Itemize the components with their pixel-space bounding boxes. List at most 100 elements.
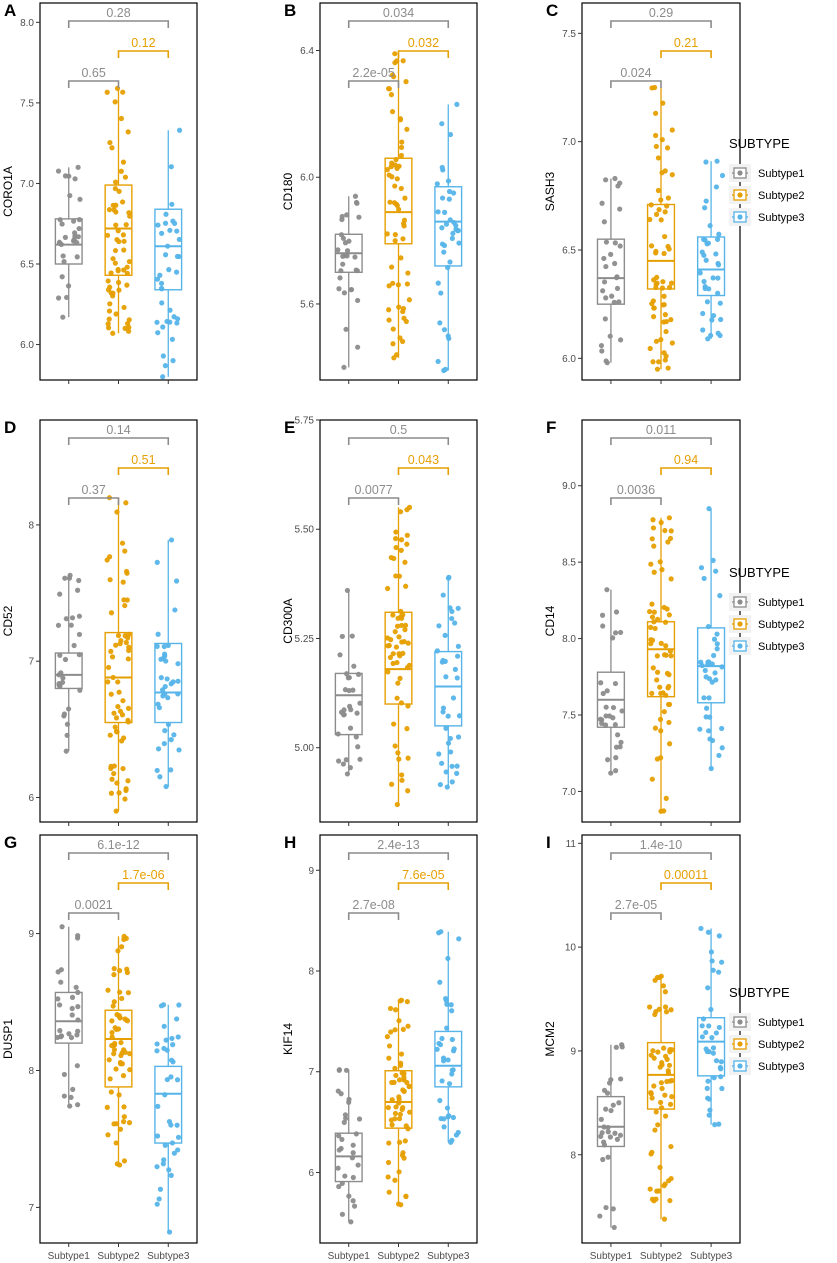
data-point: [447, 131, 454, 138]
data-point: [706, 695, 712, 701]
data-point: [113, 1066, 119, 1072]
data-point: [161, 1157, 167, 1163]
data-point: [154, 559, 160, 565]
data-point: [439, 760, 445, 766]
data-point: [613, 744, 620, 750]
data-point: [392, 743, 398, 749]
data-point: [110, 256, 116, 262]
data-point: [110, 674, 116, 681]
data-point: [117, 967, 123, 974]
data-point: [127, 1051, 133, 1057]
data-point: [454, 101, 460, 107]
box: [596, 238, 626, 305]
data-point: [155, 1103, 161, 1109]
data-point: [658, 197, 664, 203]
data-point: [661, 604, 667, 611]
data-point: [69, 1005, 75, 1012]
data-point: [709, 317, 715, 323]
data-point: [390, 326, 396, 332]
data-point: [452, 620, 458, 626]
data-point: [72, 230, 78, 236]
data-point: [64, 721, 71, 727]
legend-title: SUBTYPE: [729, 985, 790, 1000]
data-point: [650, 665, 656, 671]
data-point: [353, 1131, 359, 1137]
legend-key-point: [737, 192, 743, 198]
data-point: [155, 222, 161, 228]
data-point: [597, 1213, 603, 1219]
data-point: [713, 1058, 720, 1064]
y-tick-label: 10: [565, 943, 577, 954]
data-point: [159, 286, 165, 292]
y-tick-label: 8.0: [562, 634, 576, 645]
data-point: [667, 648, 673, 654]
y-tick-label: 8: [308, 967, 314, 978]
data-point: [450, 1067, 456, 1073]
data-point: [355, 344, 361, 350]
data-point: [342, 253, 348, 259]
data-point: [67, 1103, 73, 1109]
data-point: [651, 543, 657, 549]
data-point: [445, 713, 451, 719]
legend-key-point: [737, 643, 743, 649]
data-point: [612, 722, 618, 728]
x-tick-label: Subtype2: [640, 1251, 683, 1262]
data-point: [114, 1161, 120, 1167]
data-point: [656, 1188, 662, 1194]
significance-bracket: [610, 912, 662, 920]
data-point: [169, 1035, 175, 1042]
data-point: [669, 172, 675, 178]
data-point: [55, 168, 62, 174]
data-point: [112, 99, 118, 105]
data-point: [710, 1045, 717, 1051]
data-point: [668, 1007, 674, 1013]
data-point: [385, 669, 391, 675]
data-point: [607, 1134, 613, 1140]
data-point: [350, 1174, 356, 1181]
data-point: [700, 1016, 707, 1022]
data-point: [104, 89, 110, 95]
data-point: [167, 307, 173, 313]
data-point: [599, 200, 605, 206]
data-point: [69, 1012, 75, 1018]
data-point: [336, 286, 342, 292]
data-point: [404, 126, 410, 132]
data-point: [120, 89, 126, 95]
data-point: [175, 678, 181, 684]
significance-bracket: [117, 467, 170, 475]
data-point: [398, 547, 404, 553]
data-point: [162, 683, 168, 690]
data-point: [705, 623, 711, 630]
x-tick-label: Subtype3: [690, 1251, 733, 1262]
data-point: [107, 732, 113, 738]
data-point: [404, 532, 410, 538]
data-point: [714, 236, 721, 242]
data-point: [660, 983, 666, 989]
data-point: [121, 1104, 127, 1110]
data-point: [450, 695, 457, 701]
data-point: [605, 1129, 611, 1135]
data-point: [116, 238, 122, 245]
data-point: [447, 735, 453, 742]
x-tick-label: Subtype2: [377, 1251, 420, 1262]
data-point: [599, 348, 605, 354]
data-point: [348, 286, 355, 293]
data-point: [400, 58, 406, 64]
data-point: [616, 299, 622, 305]
data-point: [391, 721, 397, 727]
data-point: [662, 1181, 668, 1187]
data-point: [337, 652, 343, 658]
legend-key-point: [737, 1019, 743, 1025]
p-value-label: 0.043: [408, 453, 439, 467]
data-point: [160, 353, 166, 359]
data-point: [123, 500, 129, 506]
data-point: [75, 989, 81, 995]
data-point: [610, 1206, 616, 1212]
y-tick-label: 5.6: [300, 299, 314, 310]
data-point: [649, 536, 655, 542]
data-point: [388, 92, 395, 98]
p-value-label: 0.011: [646, 423, 676, 437]
data-point: [343, 1067, 350, 1073]
data-point: [648, 641, 654, 647]
data-point: [111, 1051, 117, 1057]
